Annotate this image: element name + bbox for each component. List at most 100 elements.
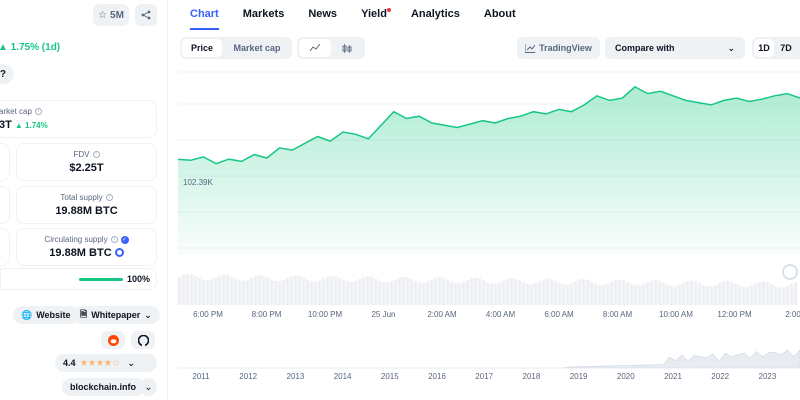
year-axis-tick: 2020 — [616, 372, 635, 381]
tab-chart[interactable]: Chart — [190, 0, 219, 30]
rating-widget[interactable]: 4.4 ★★★★☆ ⌄ — [55, 354, 157, 372]
volume-bar — [290, 276, 294, 305]
explorer-dropdown[interactable]: ⌄ — [140, 378, 157, 396]
volume-bar — [714, 284, 718, 305]
volume-bar — [558, 283, 562, 305]
github-link[interactable] — [131, 331, 155, 349]
volume-bar — [366, 276, 370, 305]
tab-yield[interactable]: Yield — [361, 0, 391, 30]
stat-card-stub — [0, 228, 10, 266]
price-chart[interactable] — [178, 70, 800, 400]
explorer-link[interactable]: blockchain.info — [62, 378, 145, 396]
volume-bar — [230, 276, 234, 305]
volume-bar — [394, 279, 398, 305]
info-icon[interactable]: i — [34, 108, 42, 115]
time-axis-tick: 12:00 PM — [717, 310, 752, 319]
volume-bar — [490, 283, 494, 305]
volume-bar — [378, 280, 382, 305]
volume-bar — [726, 280, 730, 305]
chevron-down-icon: ⌄ — [727, 42, 735, 53]
volume-bar — [246, 279, 250, 305]
github-icon — [137, 334, 149, 346]
volume-bar — [794, 282, 798, 305]
volume-bar — [458, 283, 462, 305]
tab-news[interactable]: News — [308, 0, 337, 30]
reddit-link[interactable] — [101, 331, 125, 349]
market-cap-toggle[interactable]: Market cap — [233, 43, 281, 53]
volume-bar — [386, 282, 390, 305]
volume-bar — [706, 286, 710, 305]
volume-bar — [594, 283, 598, 305]
notification-dot — [386, 8, 391, 12]
tab-label: Chart — [190, 8, 219, 20]
volume-bar — [482, 280, 486, 305]
volume-bar — [758, 281, 762, 305]
volume-bar — [750, 285, 754, 305]
volume-bar — [434, 278, 438, 305]
volume-bar — [638, 285, 642, 305]
tab-label: About — [483, 8, 516, 20]
price-toggle[interactable]: Price — [182, 39, 222, 57]
volume-bar — [646, 282, 650, 305]
main-tabs: Chart Markets News Yield Analytics About — [190, 0, 540, 30]
supply-progress: 100% — [0, 268, 157, 290]
year-axis-tick: 2017 — [475, 372, 494, 381]
volume-bar — [406, 277, 410, 305]
volume-bar — [518, 280, 522, 305]
volume-bar — [254, 275, 258, 305]
volume-bar — [466, 280, 470, 305]
start-price-label: 102.39K — [183, 178, 213, 187]
chart-style-toggle — [297, 37, 365, 59]
timeframe-7d[interactable]: 7D — [780, 43, 792, 53]
volume-bar — [614, 280, 618, 305]
timeframe-1d[interactable]: 1D — [754, 39, 774, 57]
volume-bar — [206, 280, 210, 305]
whitepaper-link[interactable]: 🗎 Whitepaper ⌄ — [72, 306, 160, 324]
volume-bar — [314, 281, 318, 305]
candle-chart-button[interactable] — [331, 39, 363, 57]
question-pill[interactable]: y? — [0, 64, 14, 84]
tab-markets[interactable]: Markets — [243, 0, 285, 30]
tab-about[interactable]: About — [484, 0, 516, 30]
chevron-down-icon: ⌄ — [127, 357, 135, 368]
line-chart-button[interactable] — [299, 39, 331, 57]
volume-bar — [282, 280, 286, 305]
fdv-value: $2.25T — [69, 162, 104, 174]
volume-bar — [602, 285, 606, 305]
volume-bar — [774, 286, 778, 305]
volume-bar — [542, 279, 546, 305]
volume-bar — [374, 278, 378, 305]
volume-bar — [250, 277, 254, 305]
compare-with-select[interactable]: Compare with ⌄ — [605, 37, 745, 59]
explorer-label: blockchain.info — [70, 382, 137, 392]
volume-bar — [618, 279, 622, 305]
watchlist-button[interactable]: ☆ 5M — [93, 4, 129, 26]
share-icon — [141, 10, 151, 20]
volume-bar — [598, 285, 602, 305]
market-cap-card: arket cap i 3T ▲ 1.74% — [0, 100, 157, 138]
volume-bar — [330, 275, 334, 305]
tradingview-button[interactable]: TradingView — [517, 37, 600, 59]
info-icon[interactable]: i — [92, 151, 100, 158]
website-link[interactable]: 🌐 Website — [13, 306, 79, 324]
volume-bar — [546, 278, 550, 305]
volume-bar — [334, 276, 338, 305]
volume-bar — [238, 280, 242, 305]
volume-bar — [194, 276, 198, 305]
info-icon[interactable]: i — [105, 194, 113, 201]
time-axis-tick: 25 Jun — [371, 310, 396, 319]
volume-bar — [790, 283, 794, 305]
volume-bar — [362, 277, 366, 305]
volume-bar — [202, 279, 206, 305]
info-icon[interactable]: i — [110, 236, 118, 243]
volume-bar — [214, 277, 218, 305]
volume-bar — [550, 279, 554, 305]
circulating-supply-card: Circulating supply i ✓ 19.88M BTC — [16, 228, 157, 266]
volume-bar — [682, 282, 686, 305]
tab-analytics[interactable]: Analytics — [411, 0, 460, 30]
volume-bar — [306, 279, 310, 305]
volume-bar — [730, 281, 734, 305]
history-navigator[interactable] — [178, 349, 800, 369]
share-button[interactable] — [135, 4, 157, 26]
